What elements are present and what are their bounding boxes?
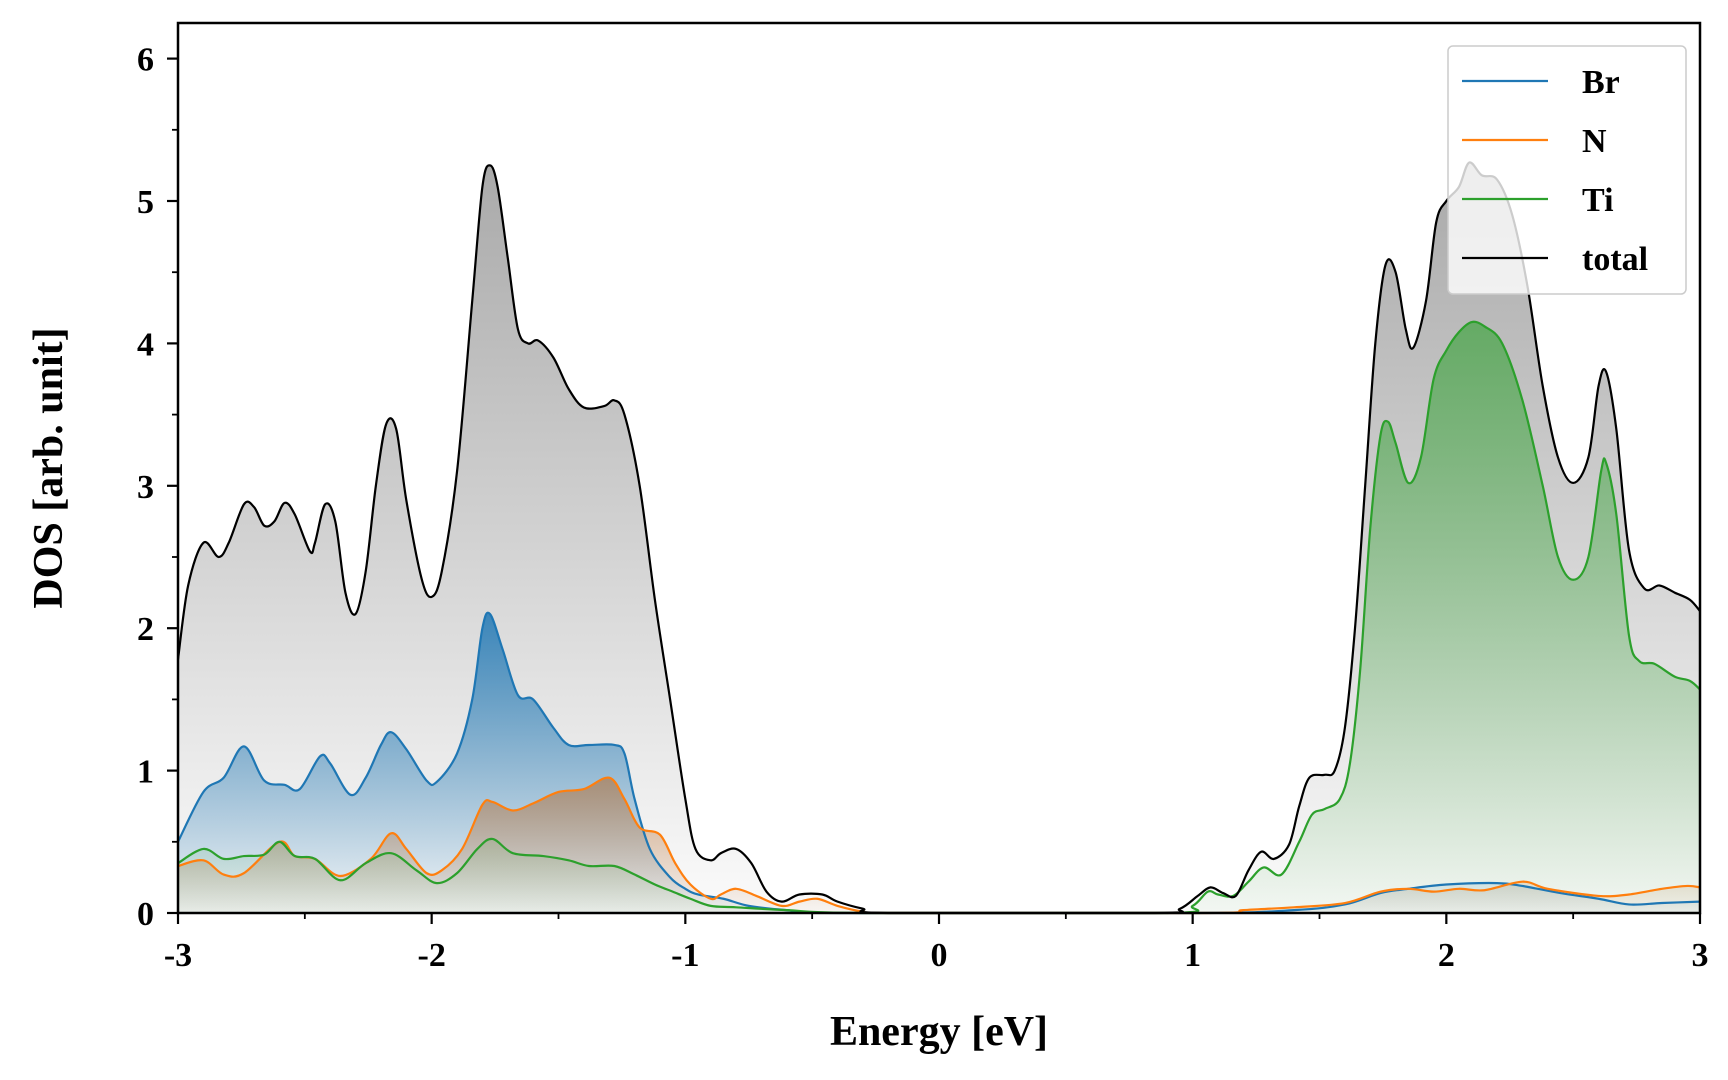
series-fills bbox=[178, 162, 1700, 914]
legend-box bbox=[1447, 45, 1687, 295]
y-tick-label: 3 bbox=[137, 469, 154, 506]
legend: Br N Ti total bbox=[1447, 45, 1687, 295]
x-tick-label: 2 bbox=[1438, 937, 1455, 974]
x-axis-label: Energy [eV] bbox=[830, 1009, 1048, 1055]
legend-label-ti: Ti bbox=[1582, 182, 1614, 219]
y-tick-label: 5 bbox=[137, 184, 154, 221]
x-tick-label: 1 bbox=[1184, 937, 1201, 974]
fill-ti bbox=[178, 321, 1700, 913]
y-tick-label: 6 bbox=[137, 42, 154, 79]
y-tick-label: 2 bbox=[137, 611, 154, 648]
x-tick-label: 3 bbox=[1692, 937, 1709, 974]
y-tick-label: 1 bbox=[137, 754, 154, 791]
y-axis-label: DOS [arb. unit] bbox=[26, 327, 72, 608]
axis-ticks: -3 -2 -1 0 1 2 3 0 1 2 3 4 5 6 bbox=[137, 42, 1709, 974]
legend-label-n: N bbox=[1582, 123, 1607, 160]
y-tick-label: 4 bbox=[137, 326, 154, 363]
line-n bbox=[177, 776, 1701, 915]
x-tick-label: 0 bbox=[931, 937, 948, 974]
legend-label-total: total bbox=[1582, 241, 1648, 278]
legend-label-br: Br bbox=[1582, 64, 1620, 101]
x-tick-label: -3 bbox=[164, 937, 192, 974]
y-tick-label: 0 bbox=[137, 896, 154, 933]
line-ti bbox=[177, 320, 1701, 915]
fill-total bbox=[178, 162, 1700, 914]
x-tick-label: -2 bbox=[418, 937, 446, 974]
x-tick-label: -1 bbox=[671, 937, 699, 974]
